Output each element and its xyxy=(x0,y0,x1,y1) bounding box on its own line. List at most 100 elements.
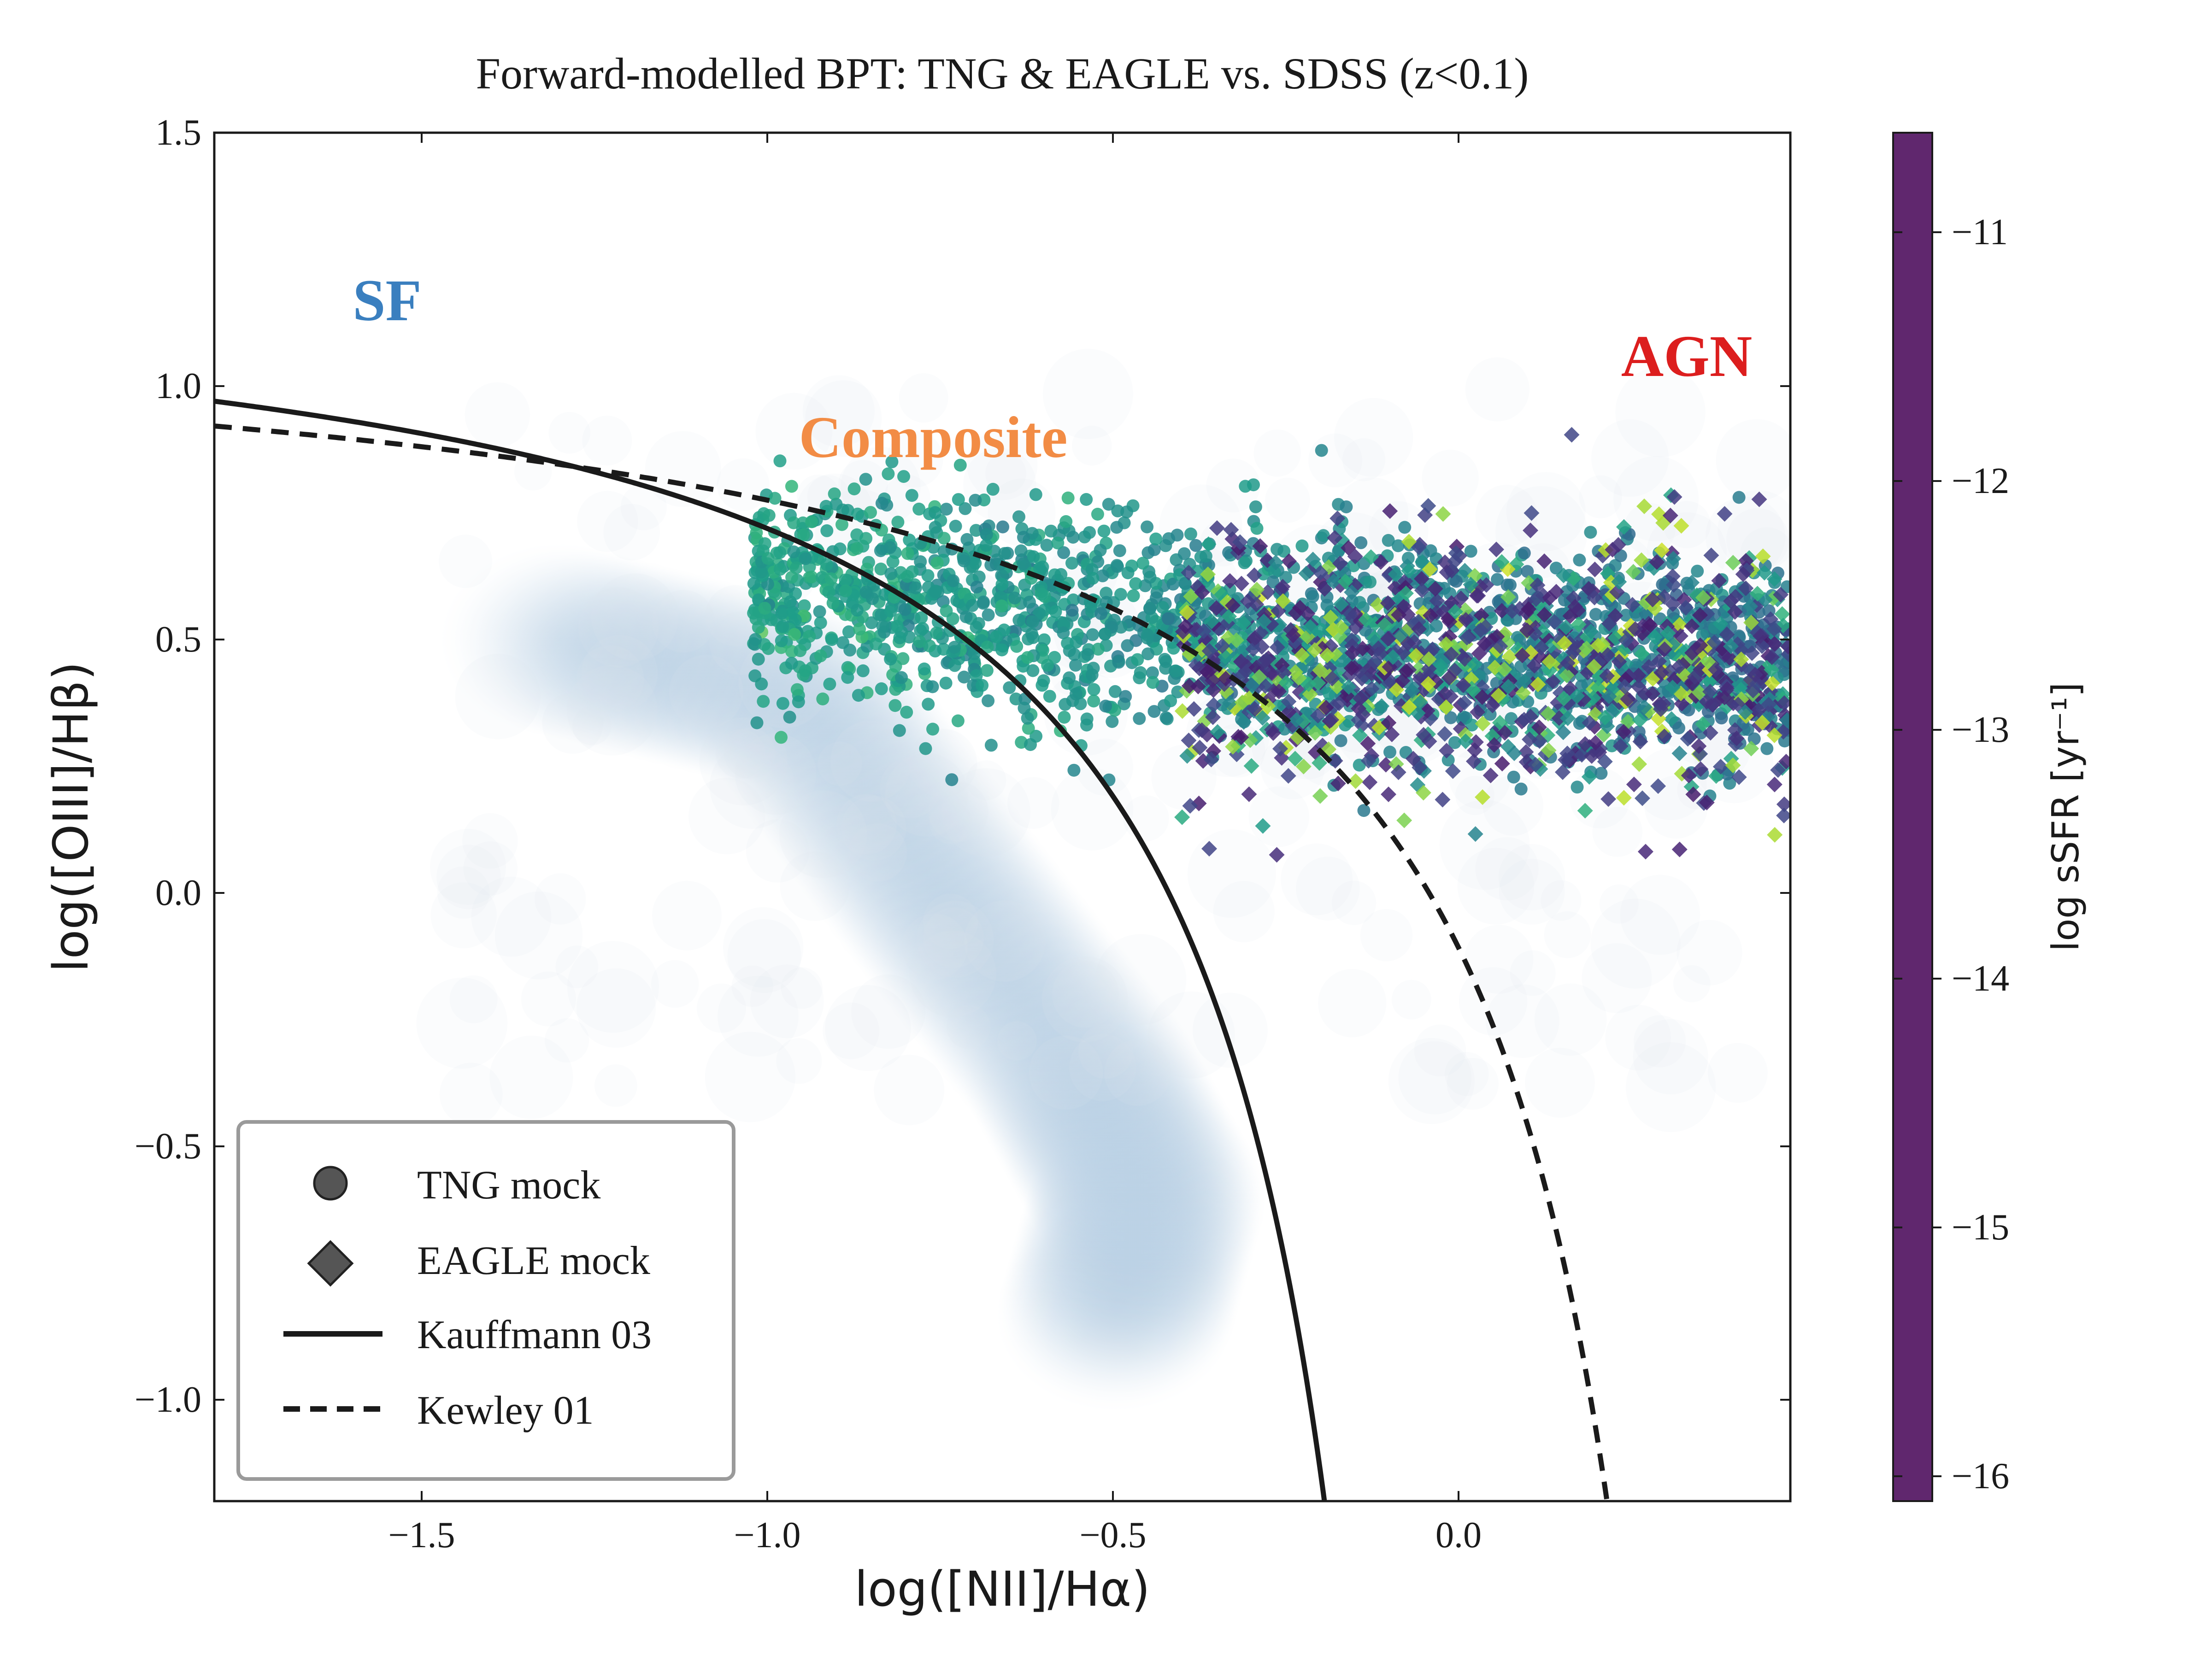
eagle-point xyxy=(1222,695,1238,711)
tng-point xyxy=(1110,559,1124,572)
tng-point xyxy=(775,634,788,647)
tng-point xyxy=(775,731,788,744)
tng-point xyxy=(959,610,973,623)
eagle-point xyxy=(1600,791,1617,807)
density-haze xyxy=(1042,348,1133,439)
eagle-point xyxy=(1645,686,1661,702)
eagle-point xyxy=(1331,695,1347,711)
density-haze xyxy=(449,975,498,1023)
eagle-point xyxy=(1192,740,1208,756)
eagle-point xyxy=(1225,598,1241,614)
eagle-point xyxy=(1775,617,1790,634)
tng-point xyxy=(864,506,877,519)
density-haze xyxy=(746,819,810,883)
tng-point xyxy=(823,677,836,691)
tng-point xyxy=(969,493,982,507)
tng-point xyxy=(1017,531,1030,544)
density-haze xyxy=(1465,357,1530,422)
eagle-point xyxy=(1556,635,1572,651)
eagle-point xyxy=(1401,563,1417,579)
density-haze xyxy=(1076,739,1134,796)
eagle-point xyxy=(1427,581,1443,597)
density-haze xyxy=(818,741,862,786)
eagle-point xyxy=(1624,597,1641,613)
density-haze xyxy=(1445,1052,1489,1096)
eagle-point xyxy=(1179,748,1195,764)
density-haze xyxy=(1388,1038,1475,1124)
density-haze xyxy=(1475,485,1538,547)
density-blob xyxy=(995,1218,1235,1412)
tng-point xyxy=(824,572,838,586)
density-haze xyxy=(716,729,766,779)
eagle-point xyxy=(1412,694,1429,710)
eagle-point xyxy=(1490,687,1506,704)
eagle-point xyxy=(1327,753,1343,769)
colorbar-tick-label: −14 xyxy=(1952,958,2009,999)
eagle-point xyxy=(1733,682,1749,698)
tng-point xyxy=(1100,587,1113,600)
eagle-point xyxy=(1569,688,1585,704)
density-haze xyxy=(1626,1042,1716,1133)
eagle-point xyxy=(1651,653,1667,669)
tng-point xyxy=(1059,515,1073,528)
tng-point xyxy=(930,556,944,569)
tng-point xyxy=(914,555,927,569)
tng-point xyxy=(850,528,864,541)
tng-point xyxy=(792,695,805,709)
eagle-point xyxy=(1271,683,1287,699)
eagle-point xyxy=(1400,635,1416,651)
density-haze xyxy=(1599,884,1639,924)
eagle-point xyxy=(1711,573,1727,589)
tng-point xyxy=(1098,628,1112,641)
legend-label-kauffmann: Kauffmann 03 xyxy=(417,1313,652,1357)
eagle-point xyxy=(1678,599,1694,616)
tng-point xyxy=(891,620,904,633)
tng-point xyxy=(874,563,888,575)
eagle-point xyxy=(1300,676,1317,692)
density-haze xyxy=(535,873,586,925)
eagle-point xyxy=(1656,728,1672,745)
eagle-point xyxy=(1664,711,1680,727)
tng-point xyxy=(1057,546,1071,559)
tng-point xyxy=(1250,522,1264,535)
eagle-point xyxy=(1620,691,1636,707)
eagle-point xyxy=(1703,547,1719,563)
eagle-point xyxy=(1650,778,1666,794)
axis-ticks: −1.5 −1.0 −0.5 0.0 −1.0 −0.5 0.0 0.5 1.0 1.5 xyxy=(135,112,1790,1555)
tng-point xyxy=(1113,544,1126,558)
tng-point xyxy=(775,607,788,620)
tng-point xyxy=(788,613,802,627)
tng-point xyxy=(1059,698,1072,711)
eagle-point xyxy=(1306,642,1323,658)
eagle-point xyxy=(1445,763,1461,779)
density-haze xyxy=(577,491,638,552)
eagle-point xyxy=(1281,693,1297,710)
eagle-point xyxy=(1196,623,1212,639)
colorbar-tick-label: −11 xyxy=(1952,212,2008,252)
eagle-point xyxy=(1536,553,1553,569)
eagle-point xyxy=(1305,552,1321,568)
eagle-point xyxy=(1586,658,1602,675)
eagle-point xyxy=(1738,553,1754,569)
density-haze xyxy=(966,760,1006,800)
density-haze xyxy=(930,801,973,845)
eagle-point xyxy=(1255,654,1271,670)
eagle-point xyxy=(1528,591,1544,607)
density-haze xyxy=(776,1038,822,1084)
tng-point xyxy=(970,621,983,634)
density-haze xyxy=(848,823,907,882)
y-tick-label: 1.5 xyxy=(155,112,201,153)
tng-point xyxy=(984,739,998,752)
tng-point xyxy=(995,578,1009,591)
eagle-point xyxy=(1355,706,1371,722)
density-haze xyxy=(1455,775,1495,816)
density-haze xyxy=(1296,857,1360,921)
tng-point xyxy=(1049,605,1062,618)
tng-point xyxy=(856,664,870,677)
tng-point xyxy=(843,643,857,657)
eagle-point xyxy=(1317,581,1333,597)
colorbar-ticks: −11 −12 −13 −14 −15 −16 xyxy=(1893,212,2009,1497)
eagle-point xyxy=(1665,680,1681,696)
eagle-point xyxy=(1662,507,1678,523)
tng-point xyxy=(1087,694,1100,708)
